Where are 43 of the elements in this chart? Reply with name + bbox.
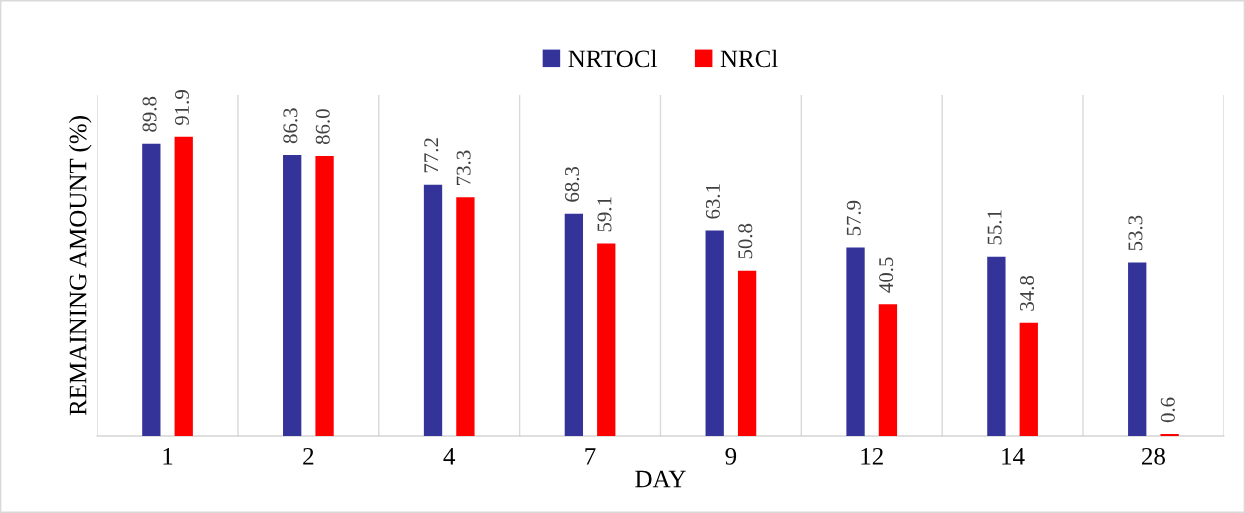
bar — [705, 230, 724, 437]
x-tick-label: 28 — [1142, 447, 1165, 465]
bar — [597, 243, 616, 437]
data-label: 77.2 — [424, 138, 439, 173]
data-label: 59.1 — [597, 197, 612, 232]
bar — [174, 136, 193, 437]
x-tick-label: 12 — [861, 447, 883, 465]
data-label: 55.1 — [987, 210, 1002, 245]
data-label: 73.3 — [456, 150, 471, 185]
bar — [987, 256, 1006, 437]
data-label: 86.0 — [315, 109, 330, 145]
x-tick-label: 9 — [725, 447, 737, 465]
x-tick-label: 7 — [585, 448, 596, 465]
bar — [423, 184, 443, 437]
data-label: 63.1 — [705, 184, 720, 219]
bar — [315, 156, 334, 437]
legend-label: NRCl — [720, 49, 778, 68]
data-label: 86.3 — [283, 108, 298, 144]
bar — [142, 143, 161, 437]
data-label: 0.6 — [1160, 397, 1175, 423]
data-label: 68.3 — [565, 166, 580, 202]
x-tick-label: 2 — [303, 447, 314, 465]
data-label: 89.8 — [142, 96, 157, 132]
y-axis-title: REMAINING AMOUNT (%) — [68, 116, 92, 416]
data-label: 40.5 — [879, 257, 894, 293]
data-label: 50.8 — [738, 223, 753, 259]
bar — [737, 270, 757, 437]
data-label: 57.9 — [846, 200, 861, 236]
legend-label: NRTOCl — [568, 49, 657, 68]
x-tick-label: 1 — [163, 448, 173, 465]
data-label: 53.3 — [1128, 215, 1143, 251]
bar — [283, 155, 302, 437]
data-label: 34.8 — [1019, 275, 1035, 311]
x-tick-label: 14 — [1002, 448, 1025, 465]
x-axis-title: DAY — [635, 470, 686, 488]
bar — [846, 247, 865, 437]
bar — [564, 213, 584, 437]
bar — [1128, 262, 1147, 437]
bar — [878, 304, 898, 437]
bar — [1019, 322, 1038, 437]
bar — [456, 197, 475, 437]
x-tick-label: 4 — [443, 448, 456, 465]
data-label: 91.9 — [174, 90, 190, 126]
